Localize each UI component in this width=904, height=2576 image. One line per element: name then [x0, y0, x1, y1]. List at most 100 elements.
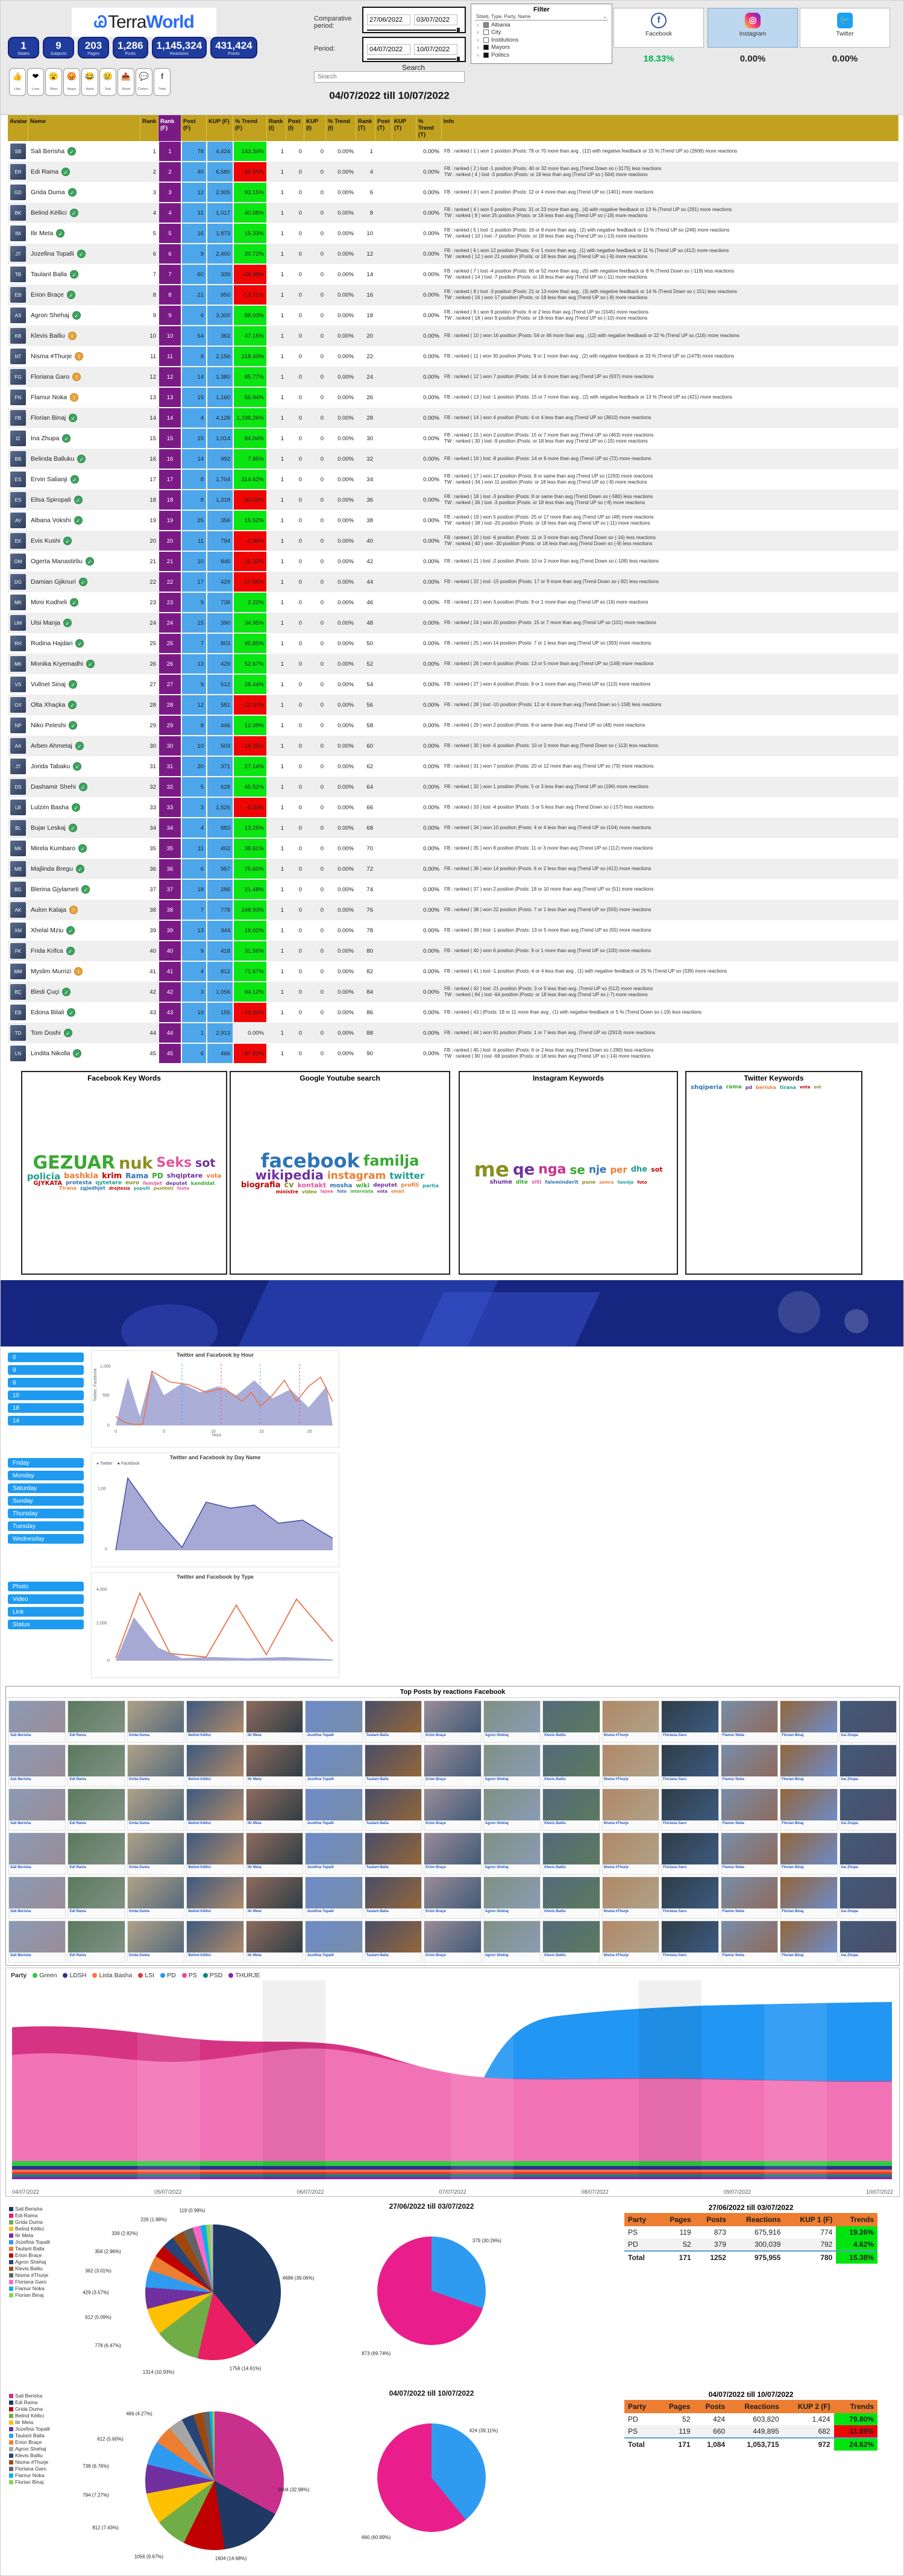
post-tile[interactable]: Taulant Balla: [364, 1877, 422, 1919]
checkbox-icon[interactable]: [483, 22, 489, 28]
post-tile[interactable]: Edi Rama: [67, 1833, 125, 1875]
post-tile[interactable]: Sali Berisha: [8, 1877, 66, 1919]
post-tile[interactable]: Belind Këllici: [186, 1744, 244, 1787]
column-header[interactable]: % Trend (T): [416, 115, 442, 141]
post-tile[interactable]: Jozefina Topalli: [305, 1700, 363, 1743]
post-tile[interactable]: Jozefina Topalli: [305, 1788, 363, 1831]
post-tile[interactable]: Flamur Noka: [720, 1921, 779, 1963]
checkbox-icon[interactable]: [483, 30, 489, 35]
post-tile[interactable]: Erion Braçe: [424, 1921, 482, 1963]
column-header[interactable]: Pages: [657, 2400, 694, 2413]
table-row[interactable]: JT Jozefina Topalli 6 6 9 2,400 20.72% 1…: [8, 244, 899, 264]
post-tile[interactable]: Edi Rama: [67, 1788, 125, 1831]
post-tile[interactable]: Grida Duma: [127, 1921, 185, 1963]
period-date-from[interactable]: [367, 44, 410, 55]
post-tile[interactable]: Erion Braçe: [424, 1744, 482, 1787]
filter-tree-item[interactable]: ∨ Politics: [476, 51, 510, 58]
reaction-filter-button[interactable]: 😡 Angry: [63, 68, 80, 96]
post-tile[interactable]: Flamur Noka: [720, 1788, 779, 1831]
post-tile[interactable]: Nisma #Thurje: [601, 1877, 660, 1919]
table-row[interactable]: OM Ogerta Manastirliu 21 21 10 846 -11.3…: [8, 551, 899, 572]
column-header[interactable]: Post (F): [181, 115, 207, 141]
caret-icon[interactable]: ∨: [476, 52, 480, 58]
post-tile[interactable]: Florian Binaj: [780, 1833, 838, 1875]
post-tile[interactable]: Taulant Balla: [364, 1833, 422, 1875]
column-header[interactable]: % Trend (I): [326, 115, 356, 141]
post-tile[interactable]: Erion Braçe: [424, 1788, 482, 1831]
column-header[interactable]: Rank (T): [356, 115, 375, 141]
table-row[interactable]: ES Elisa Spiropali 18 18 8 1,318 -30.55%…: [8, 490, 899, 510]
post-tile[interactable]: Edi Rama: [67, 1921, 125, 1963]
post-tile[interactable]: Grida Duma: [127, 1700, 185, 1743]
caret-icon[interactable]: ∨: [476, 37, 480, 43]
filter-tree-item[interactable]: ∨ Institutions: [476, 36, 519, 43]
column-header[interactable]: Party: [624, 2400, 658, 2413]
twitter-filter-button[interactable]: 🐦 Twitter: [800, 8, 890, 48]
post-tile[interactable]: Sali Berisha: [8, 1700, 66, 1743]
post-tile[interactable]: Jozefina Topalli: [305, 1921, 363, 1963]
post-tile[interactable]: Floriana Garo: [661, 1833, 719, 1875]
post-tile[interactable]: Florian Binaj: [780, 1877, 838, 1919]
table-row[interactable]: FK Frida Krifca 40 40 9 418 31.56% 1 0 0…: [8, 941, 899, 961]
post-tile[interactable]: Ina Zhupa: [839, 1921, 897, 1963]
post-tile[interactable]: Edi Rama: [67, 1744, 125, 1787]
post-tile[interactable]: Sali Berisha: [8, 1788, 66, 1831]
post-tile[interactable]: Ina Zhupa: [839, 1744, 897, 1787]
reaction-filter-button[interactable]: 😂 Haha: [81, 68, 98, 96]
post-tile[interactable]: Nisma #Thurje: [601, 1700, 660, 1743]
post-tile[interactable]: Jozefina Topalli: [305, 1744, 363, 1787]
post-tile[interactable]: Agron Shehaj: [483, 1921, 541, 1963]
table-row[interactable]: AK Aulon Kalaja 38 38 7 778 248.93% 1 0 …: [8, 900, 899, 920]
reaction-filter-button[interactable]: ❤ Love: [27, 68, 44, 96]
column-header[interactable]: KUP (F): [207, 115, 233, 141]
table-row[interactable]: IM Ilir Meta 5 5 16 1,873 15.33% 1 0 0 0…: [8, 223, 899, 244]
post-tile[interactable]: Sali Berisha: [8, 1744, 66, 1787]
reaction-filter-button[interactable]: f Total: [154, 68, 171, 96]
post-tile[interactable]: Flamur Noka: [720, 1700, 779, 1743]
table-row[interactable]: ER Edi Rama 2 2 40 6,580 -32.55% 1 0 0 0…: [8, 162, 899, 182]
comparative-period-picker[interactable]: [362, 7, 466, 33]
post-tile[interactable]: Edi Rama: [67, 1700, 125, 1743]
post-tile[interactable]: Floriana Garo: [661, 1921, 719, 1963]
hour-tag[interactable]: 14: [8, 1416, 84, 1425]
search-button[interactable]: Search: [401, 63, 425, 72]
post-tile[interactable]: Klevis Balliu: [542, 1700, 600, 1743]
post-tile[interactable]: Klevis Balliu: [542, 1833, 600, 1875]
table-row[interactable]: LN Lindita Nikolla 45 45 6 466 -37.53% 1…: [8, 1043, 899, 1064]
post-tile[interactable]: Florian Binaj: [780, 1700, 838, 1743]
table-row[interactable]: EB Edona Bilali 43 43 19 155 -10.92% 1 0…: [8, 1002, 899, 1023]
post-tile[interactable]: Ilir Meta: [245, 1921, 304, 1963]
column-header[interactable]: KUP 1 (F): [784, 2213, 837, 2226]
post-tile[interactable]: Sali Berisha: [8, 1833, 66, 1875]
post-tile[interactable]: Ilir Meta: [245, 1877, 304, 1919]
post-tile[interactable]: Klevis Balliu: [542, 1744, 600, 1787]
post-tile[interactable]: Floriana Garo: [661, 1788, 719, 1831]
day-tag[interactable]: Monday: [8, 1471, 84, 1480]
column-header[interactable]: Rank (I): [267, 115, 286, 141]
search-input[interactable]: [314, 71, 465, 83]
filter-tree-item[interactable]: ∨ City: [476, 29, 501, 36]
caret-icon[interactable]: ∨: [476, 30, 480, 35]
table-row[interactable]: EK Evis Kushi 20 20 11 794 -1.95% 1 0 0 …: [8, 531, 899, 551]
table-row[interactable]: DS Dashamir Shehi 32 32 5 628 45.52% 1 0…: [8, 777, 899, 797]
table-row[interactable]: VS Vullnet Sinaj 27 27 9 512 28.44% 1 0 …: [8, 674, 899, 695]
table-row[interactable]: BÇ Bledi Çuçi 42 42 3 1,056 94.12% 1 0 0…: [8, 982, 899, 1002]
facebook-filter-button[interactable]: f Facebook: [614, 8, 704, 48]
column-header[interactable]: Posts: [694, 2400, 729, 2413]
table-row[interactable]: BL Bujar Leskaj 34 34 4 883 13.25% 1 0 0…: [8, 818, 899, 838]
filter-tree-item[interactable]: ∨ Albania: [476, 21, 510, 28]
post-tile[interactable]: Edi Rama: [67, 1877, 125, 1919]
table-row[interactable]: AA Arben Ahmetaj 30 30 10 503 -18.25% 1 …: [8, 736, 899, 756]
table-row[interactable]: OX Olta Xhaçka 28 28 12 581 -21.37% 1 0 …: [8, 695, 899, 715]
post-tile[interactable]: Floriana Garo: [661, 1700, 719, 1743]
column-header[interactable]: Avatar: [8, 115, 28, 141]
table-row[interactable]: MB Majlinda Bregu 36 36 6 957 75.60% 1 0…: [8, 859, 899, 879]
post-tile[interactable]: Ina Zhupa: [839, 1788, 897, 1831]
type-tag[interactable]: Link: [8, 1607, 84, 1617]
day-tag[interactable]: Thursday: [8, 1509, 84, 1518]
day-tag[interactable]: Wednesday: [8, 1534, 84, 1544]
table-row[interactable]: XM Xhelal Mziu 39 39 13 344 19.02% 1 0 0…: [8, 920, 899, 941]
table-row[interactable]: KB Klevis Balliu 10 10 54 362 47.15% 1 0…: [8, 326, 899, 346]
hour-tag[interactable]: 9: [8, 1365, 84, 1375]
table-row[interactable]: SB Sali Berisha 1 1 78 4,424 143.34% 1 0…: [8, 141, 899, 162]
